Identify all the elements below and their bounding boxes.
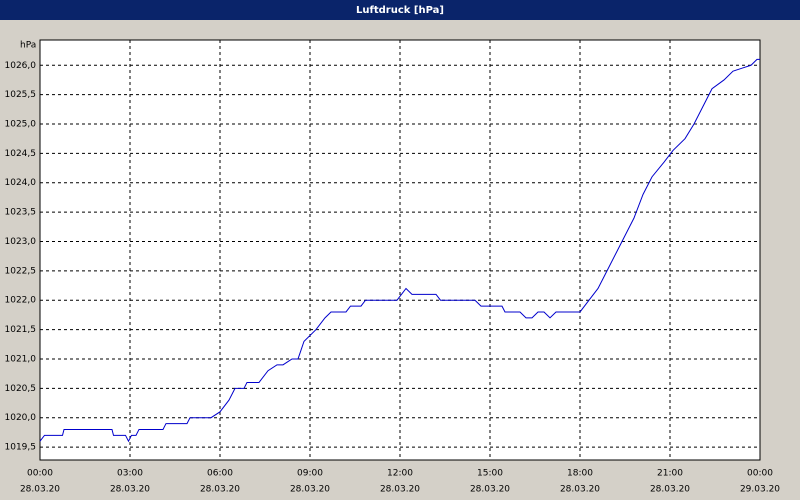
y-unit: hPa bbox=[20, 41, 36, 51]
x-tick-label: 15:00 bbox=[477, 469, 503, 479]
x-tick-label: 03:00 bbox=[117, 469, 143, 479]
x-tick-label: 12:00 bbox=[387, 469, 413, 479]
title-bar bbox=[0, 0, 800, 20]
y-tick-label: 1022,5 bbox=[5, 266, 37, 276]
x-tick-label: 00:00 bbox=[747, 469, 773, 479]
y-tick-label: 1025,0 bbox=[5, 120, 37, 130]
x-tick-label: 18:00 bbox=[567, 469, 593, 479]
x-tick-date: 28.03.20 bbox=[470, 485, 510, 495]
x-tick-date: 28.03.20 bbox=[20, 485, 60, 495]
x-tick-label: 06:00 bbox=[207, 469, 233, 479]
chart-title: Luftdruck [hPa] bbox=[356, 5, 444, 16]
x-tick-label: 00:00 bbox=[27, 469, 53, 479]
x-tick-date: 29.03.20 bbox=[740, 485, 780, 495]
x-tick-date: 28.03.20 bbox=[560, 485, 600, 495]
y-tick-label: 1026,0 bbox=[5, 61, 37, 71]
y-tick-label: 1023,0 bbox=[5, 237, 37, 247]
x-tick-label: 21:00 bbox=[657, 469, 683, 479]
y-tick-label: 1023,5 bbox=[5, 208, 37, 218]
x-tick-date: 28.03.20 bbox=[290, 485, 330, 495]
y-tick-label: 1024,0 bbox=[5, 178, 37, 188]
x-tick-date: 28.03.20 bbox=[200, 485, 240, 495]
y-tick-label: 1020,5 bbox=[5, 384, 37, 394]
y-tick-label: 1020,0 bbox=[5, 413, 37, 423]
y-tick-label: 1019,5 bbox=[5, 443, 37, 453]
y-tick-label: 1021,0 bbox=[5, 354, 37, 364]
y-tick-label: 1022,0 bbox=[5, 296, 37, 306]
data-line bbox=[39, 58, 760, 443]
y-tick-label: 1025,5 bbox=[5, 90, 37, 100]
x-tick-date: 28.03.20 bbox=[650, 485, 690, 495]
x-tick-label: 09:00 bbox=[297, 469, 323, 479]
x-tick-date: 28.03.20 bbox=[110, 485, 150, 495]
y-tick-label: 1021,5 bbox=[5, 325, 37, 335]
y-tick-label: 1024,5 bbox=[5, 149, 37, 159]
x-tick-date: 28.03.20 bbox=[380, 485, 420, 495]
